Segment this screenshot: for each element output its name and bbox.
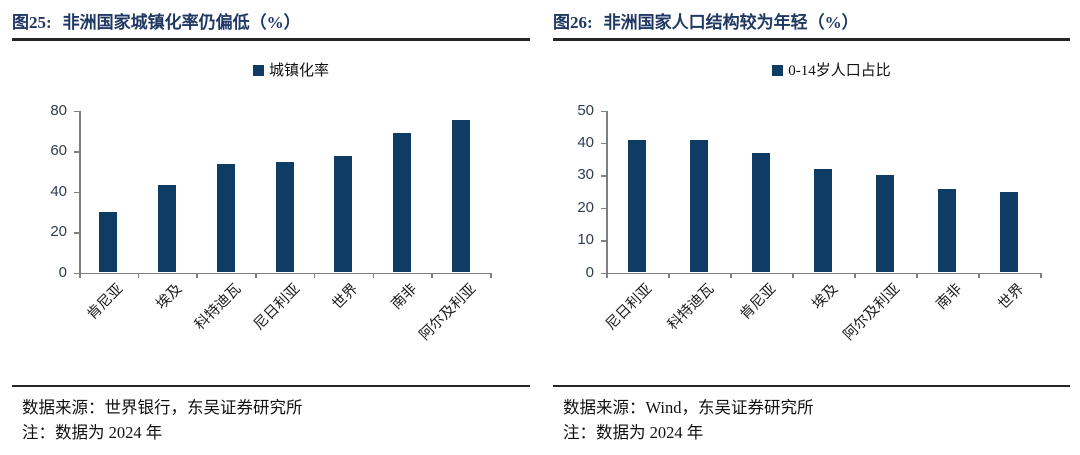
y-tick-mark	[74, 110, 79, 112]
y-tick-label: 0	[585, 263, 594, 281]
bar	[876, 174, 894, 273]
bar	[938, 188, 956, 273]
x-category-label: 科特迪瓦	[664, 280, 718, 333]
bar	[392, 133, 411, 273]
y-tick-label: 60	[50, 142, 67, 159]
legend-urbanization: 城镇化率	[12, 61, 530, 81]
x-axis-line	[606, 272, 1042, 274]
x-tick-mark	[916, 272, 918, 278]
footer-divider	[12, 384, 530, 387]
y-tick-mark	[74, 272, 79, 274]
bar	[1000, 192, 1018, 273]
x-tick-mark	[606, 272, 608, 278]
bar	[99, 211, 118, 273]
legend-label: 城镇化率	[268, 62, 329, 79]
y-tick-mark	[74, 191, 79, 193]
title-divider	[12, 38, 530, 41]
legend-swatch-icon	[252, 65, 264, 76]
x-category-label: 尼日利亚	[250, 280, 303, 333]
x-category-label: 南非	[388, 280, 421, 313]
bar	[275, 161, 294, 273]
x-tick-mark	[196, 272, 198, 278]
y-tick-mark	[601, 175, 606, 177]
y-tick-mark	[601, 272, 606, 274]
y-tick-label: 0	[58, 263, 67, 281]
x-category-label: 埃及	[809, 280, 842, 313]
title-divider	[553, 38, 1070, 41]
x-tick-mark	[372, 272, 375, 278]
bar	[451, 120, 470, 273]
data-source-text: 数据来源：Wind，东吴证券研究所	[563, 398, 814, 417]
bar	[752, 153, 770, 273]
figure-26-column: 图26: 非洲国家人口结构较为年轻（%） 0-14岁人口占比 0 10 20 30 40 5…	[553, 10, 1070, 445]
figure-26-title: 图26: 非洲国家人口结构较为年轻（%）	[553, 10, 1070, 36]
y-tick-label: 40	[577, 133, 594, 151]
figure-25-title-text: 非洲国家城镇化率仍偏低（%）	[62, 13, 301, 32]
x-category-label: 尼日利亚	[602, 280, 656, 333]
bar	[158, 185, 177, 273]
data-note-text: 注：数据为 2024 年	[22, 423, 163, 442]
y-tick-label: 80	[50, 101, 67, 119]
legend-swatch-icon	[772, 65, 784, 76]
x-tick-mark	[490, 272, 492, 278]
y-axis-line	[606, 110, 608, 273]
y-tick-label: 40	[50, 182, 67, 200]
data-note-text: 注：数据为 2024 年	[563, 423, 704, 442]
x-tick-mark	[854, 272, 856, 278]
x-category-label: 科特迪瓦	[191, 280, 245, 333]
y-tick-mark	[601, 240, 606, 242]
x-tick-mark	[137, 272, 140, 278]
x-tick-mark	[668, 272, 670, 278]
figure-25-column: 图25: 非洲国家城镇化率仍偏低（%） 城镇化率 0 20 40 60 80 肯尼亚 埃及 科特…	[12, 10, 530, 445]
y-tick-mark	[74, 232, 79, 234]
y-tick-label: 10	[577, 231, 594, 249]
x-tick-mark	[792, 272, 794, 278]
x-tick-mark	[79, 272, 81, 278]
figure-26-title-text: 非洲国家人口结构较为年轻（%）	[603, 13, 859, 32]
data-source-text: 数据来源：世界银行，东吴证券研究所	[22, 398, 303, 417]
x-category-label: 阿尔及利亚	[416, 280, 479, 344]
y-tick-mark	[74, 151, 79, 153]
y-tick-mark	[601, 142, 606, 145]
x-category-label: 埃及	[153, 280, 186, 313]
x-category-label: 阿尔及利亚	[840, 280, 904, 344]
bar	[628, 139, 646, 273]
bar	[216, 163, 235, 273]
x-tick-mark	[1040, 272, 1042, 278]
x-category-label: 世界	[995, 280, 1028, 313]
y-tick-label: 30	[577, 166, 594, 184]
y-tick-label: 50	[577, 101, 594, 119]
y-tick-label: 20	[50, 223, 67, 240]
y-tick-label: 20	[577, 198, 594, 216]
x-tick-mark	[431, 272, 433, 278]
legend-population-share: 0-14岁人口占比	[553, 61, 1070, 81]
figure-25-title: 图25: 非洲国家城镇化率仍偏低（%）	[12, 10, 530, 36]
x-axis-line	[79, 272, 492, 274]
figure-26-title-prefix: 图26:	[553, 13, 593, 32]
y-tick-mark	[601, 110, 606, 112]
y-axis-line	[79, 110, 81, 273]
bar	[690, 140, 708, 273]
bar-chart-young-population: 0 10 20 30 40 50 尼日利亚 科特迪瓦 肯尼亚 埃及 阿尔及利亚 南非 世界	[553, 81, 1070, 344]
y-tick-mark	[601, 207, 606, 210]
x-category-label: 肯尼亚	[737, 280, 780, 323]
bar	[334, 156, 353, 273]
x-tick-mark	[255, 272, 257, 278]
bar-chart-urbanization-rate: 0 20 40 60 80 肯尼亚 埃及 科特迪瓦 尼日利亚 世界 南非 阿尔及利亚	[12, 81, 530, 344]
footer-divider	[553, 384, 1070, 387]
figure-25-title-prefix: 图25:	[12, 13, 52, 32]
x-tick-mark	[978, 272, 980, 278]
bar	[814, 168, 832, 273]
x-tick-mark	[730, 272, 732, 278]
x-category-label: 肯尼亚	[84, 280, 127, 323]
x-category-label: 世界	[329, 280, 362, 313]
x-tick-mark	[313, 272, 316, 278]
x-category-label: 南非	[933, 280, 966, 313]
legend-label: 0-14岁人口占比	[788, 62, 891, 79]
